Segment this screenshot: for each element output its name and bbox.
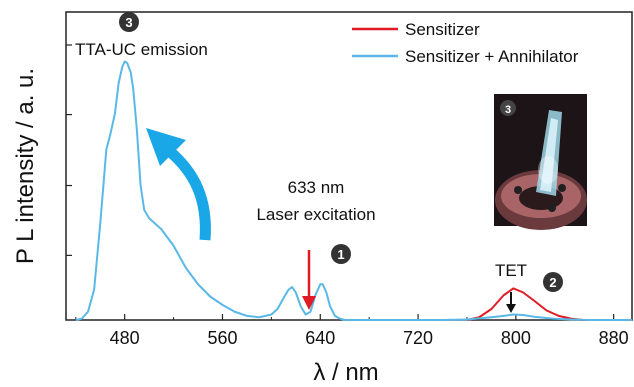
x-tick-label: 560 — [207, 328, 237, 348]
series-line-sensitizer-annihilator — [75, 60, 632, 321]
svg-text:2: 2 — [549, 275, 556, 290]
legend: Sensitizer Sensitizer + Annihilator — [352, 20, 579, 66]
upconversion-arrow — [146, 128, 211, 241]
badge-2-tet: 2 — [543, 272, 563, 292]
svg-text:3: 3 — [125, 15, 132, 30]
sample-photo-inset: 3 — [494, 94, 587, 230]
annotation-tet: TET — [495, 261, 527, 280]
x-tick-label: 800 — [501, 328, 531, 348]
annotation-laser-excitation: Laser excitation — [256, 205, 375, 224]
series-lines — [75, 60, 632, 321]
laser-arrow — [302, 250, 316, 310]
badge-3-photo: 3 — [500, 100, 516, 116]
y-axis-title: P L intensity / a. u. — [12, 68, 39, 264]
y-ticks — [66, 44, 72, 256]
series-line-sensitizer — [466, 287, 614, 321]
annotation-tta-uc-emission: TTA-UC emission — [75, 40, 208, 59]
tet-arrow — [506, 292, 516, 313]
x-tick-label: 880 — [599, 328, 629, 348]
badge-3-emission: 3 — [119, 12, 139, 32]
x-tick-label: 480 — [110, 328, 140, 348]
legend-label-sensitizer: Sensitizer — [405, 20, 480, 39]
annotation-633nm: 633 nm — [288, 178, 345, 197]
x-axis-title: λ / nm — [313, 359, 378, 386]
svg-text:3: 3 — [505, 104, 511, 116]
x-tick-label: 640 — [305, 328, 335, 348]
badge-1-laser: 1 — [331, 244, 351, 264]
svg-text:1: 1 — [337, 247, 344, 262]
x-tick-label: 720 — [403, 328, 433, 348]
legend-label-sensitizer-annihilator: Sensitizer + Annihilator — [405, 47, 579, 66]
